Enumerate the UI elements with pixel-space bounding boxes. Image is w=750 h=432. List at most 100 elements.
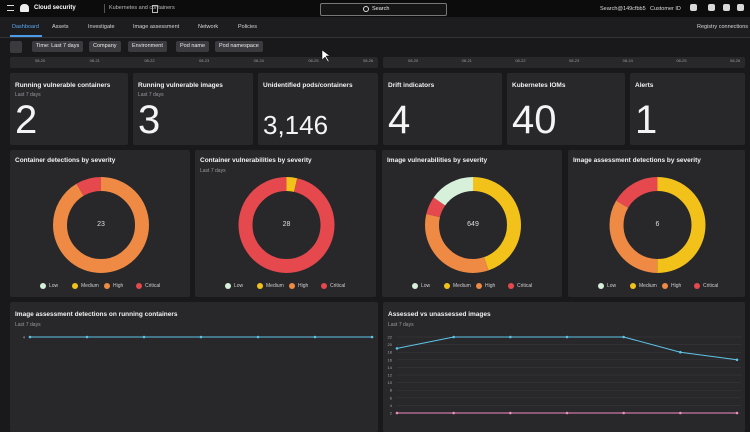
donut-title: Image assessment detections by severity: [573, 157, 701, 164]
nav-tab[interactable]: Network: [198, 24, 219, 30]
series-point: [509, 335, 512, 339]
stat-title: Running vulnerable images: [138, 82, 223, 89]
legend-swatch: [444, 283, 450, 289]
timeline-date: 08-21: [89, 58, 100, 63]
series-point: [452, 411, 455, 415]
series-point: [509, 411, 512, 415]
legend-label: High: [485, 283, 496, 289]
menu-icon[interactable]: [7, 5, 14, 11]
series-point: [735, 411, 739, 415]
donut-segment: [53, 177, 149, 273]
stat-card: [630, 73, 745, 145]
series-point: [85, 335, 89, 339]
stat-title: Kubernetes IOMs: [512, 82, 566, 89]
y-tick-label: 20: [388, 342, 393, 347]
nav-tab[interactable]: Investigate: [88, 24, 115, 30]
filter-chip[interactable]: Pod namespace: [215, 41, 263, 52]
timeline-date: 08-22: [144, 58, 155, 63]
legend-swatch: [476, 283, 482, 289]
header-icon[interactable]: [737, 4, 744, 11]
series-point: [622, 411, 625, 415]
bookmark-icon[interactable]: [152, 5, 158, 13]
y-tick-label: 8: [390, 388, 393, 393]
donut-segment: [609, 177, 706, 273]
donut-total: 6: [655, 221, 660, 228]
legend-label: Low: [49, 283, 59, 289]
legend-swatch: [598, 283, 604, 289]
series-line: [396, 336, 738, 361]
header-icon[interactable]: [690, 4, 697, 11]
legend-label: Critical: [703, 283, 719, 289]
stat-card: [258, 73, 378, 145]
layout-button[interactable]: [10, 41, 22, 53]
user-name[interactable]: Search@149cfbb5: [600, 6, 646, 12]
legend-swatch: [257, 283, 263, 289]
nav-bar: [0, 17, 750, 38]
line-title: Assessed vs unassessed images: [388, 311, 491, 318]
product-name: Cloud security: [34, 5, 76, 11]
donut-total: 28: [282, 221, 291, 228]
donut-total: 23: [97, 221, 105, 228]
logo: [20, 4, 29, 12]
legend-label: Low: [421, 283, 431, 289]
legend-label: High: [113, 283, 124, 289]
search-text: Search: [372, 6, 390, 12]
donut-segment: [238, 177, 335, 273]
y-tick-label: 18: [388, 350, 393, 355]
stat-card: [133, 73, 253, 145]
series-point: [142, 335, 146, 339]
series-point: [395, 411, 399, 415]
header-icon[interactable]: [708, 4, 715, 11]
timeline-date: 08-21: [461, 58, 472, 63]
timeline-panel: [10, 57, 378, 68]
donut-title: Container vulnerabilities by severity: [200, 157, 312, 164]
timeline-date: 08-26: [730, 58, 741, 63]
line-subtitle: Last 7 days: [388, 322, 414, 328]
legend-swatch: [412, 283, 418, 289]
series-point: [565, 335, 569, 339]
section-name: Kubernetes and containers: [109, 5, 175, 11]
filter-chip[interactable]: Company: [89, 41, 121, 52]
nav-tab[interactable]: Assets: [52, 24, 69, 30]
donut-segment: [609, 177, 706, 273]
legend-swatch: [104, 283, 110, 289]
legend-swatch: [630, 283, 636, 289]
nav-tab[interactable]: Image assessment: [133, 24, 180, 30]
donut-total: 649: [467, 221, 479, 228]
donut-segment: [425, 177, 521, 273]
legend-swatch: [289, 283, 295, 289]
y-tick-label: 14: [388, 365, 393, 370]
stat-value: 3: [138, 98, 161, 142]
y-tick-label: 12: [388, 373, 393, 378]
filter-chip[interactable]: Environment: [128, 41, 167, 52]
timeline-date: 08-20: [408, 58, 419, 63]
timeline-panel: [383, 57, 745, 68]
customer-id[interactable]: Customer ID: [650, 6, 681, 12]
timeline-date: 08-26: [363, 58, 374, 63]
mouse-cursor: [321, 49, 331, 63]
stat-value: 1: [635, 98, 658, 142]
nav-tab[interactable]: Policies: [238, 24, 257, 30]
series-point: [313, 335, 317, 339]
search-box[interactable]: [320, 3, 447, 16]
nav-right[interactable]: Registry connections: [697, 24, 749, 30]
y-tick-label: 6: [390, 395, 393, 400]
legend-label: Critical: [517, 283, 533, 289]
stat-title: Alerts: [635, 82, 654, 89]
legend-label: Medium: [453, 283, 471, 289]
legend-label: Critical: [330, 283, 346, 289]
timeline-date: 08-25: [308, 58, 319, 63]
legend-label: Low: [607, 283, 617, 289]
nav-tab[interactable]: Dashboard: [12, 24, 39, 30]
stat-value: 40: [512, 98, 557, 142]
stat-title: Unidentified pods/containers: [263, 82, 353, 89]
series-point: [565, 411, 569, 415]
line-title: Image assessment detections on running c…: [15, 311, 178, 318]
line-subtitle: Last 7 days: [15, 322, 41, 328]
header-icon[interactable]: [723, 4, 730, 11]
stat-card: [383, 73, 502, 145]
filter-chip[interactable]: Time: Last 7 days: [32, 41, 84, 52]
filter-chip[interactable]: Pod name: [176, 41, 210, 52]
series-point: [679, 411, 682, 415]
